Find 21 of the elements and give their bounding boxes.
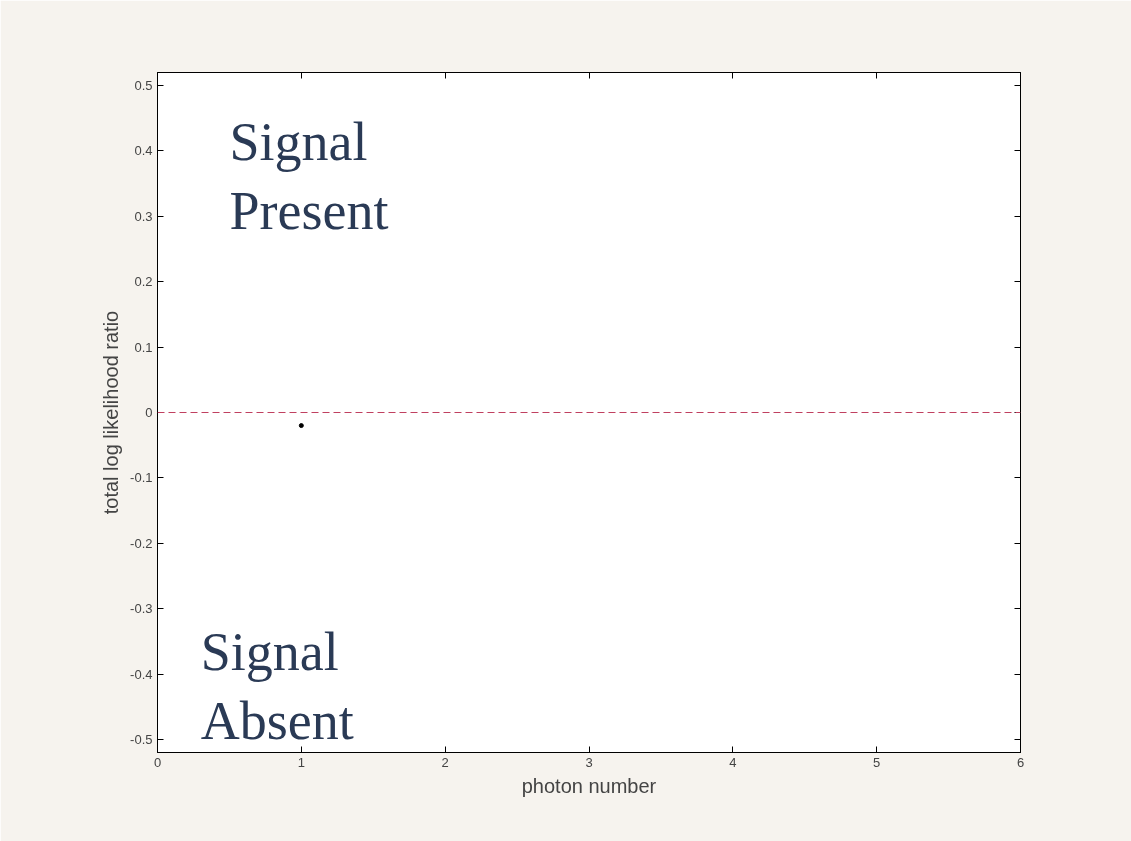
annotation: Signal Absent [200, 621, 354, 751]
y-tick-label: 0.2 [134, 274, 153, 290]
y-tick-label: 0.3 [134, 208, 153, 224]
x-tick-label: 6 [1016, 754, 1025, 770]
y-tick-label: 0.1 [134, 339, 153, 355]
y-tick-label: -0.1 [130, 470, 153, 486]
y-tick-label: 0 [145, 405, 153, 420]
y-tick-label: 0.4 [134, 143, 153, 159]
x-tick-label: 2 [441, 754, 449, 770]
x-tick-label: 3 [585, 754, 593, 770]
y-tick-label: -0.2 [130, 535, 153, 551]
x-axis-title: photon number [521, 774, 657, 797]
y-tick-label: -0.5 [130, 731, 153, 747]
y-tick-label: -0.3 [130, 601, 153, 617]
x-tick-label: 1 [297, 754, 305, 770]
annotation: Signal Present [229, 111, 389, 241]
y-tick-label: 0.5 [134, 78, 153, 94]
x-tick-label: 4 [729, 754, 737, 770]
y-axis-title: total log likelihood ratio [100, 310, 123, 515]
x-tick-label: 5 [873, 754, 881, 770]
y-tick-label: -0.4 [130, 666, 153, 682]
